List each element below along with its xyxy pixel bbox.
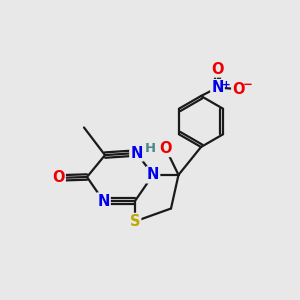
Text: −: − bbox=[243, 78, 253, 91]
Text: N: N bbox=[211, 80, 224, 95]
Text: O: O bbox=[159, 141, 172, 156]
Text: +: + bbox=[222, 80, 231, 90]
Text: N: N bbox=[97, 194, 110, 208]
Text: N: N bbox=[147, 167, 159, 182]
Text: S: S bbox=[130, 214, 140, 229]
Text: N: N bbox=[130, 146, 143, 160]
Text: H: H bbox=[144, 142, 156, 155]
Text: O: O bbox=[52, 170, 65, 185]
Text: O: O bbox=[211, 61, 224, 76]
Text: O: O bbox=[232, 82, 245, 97]
